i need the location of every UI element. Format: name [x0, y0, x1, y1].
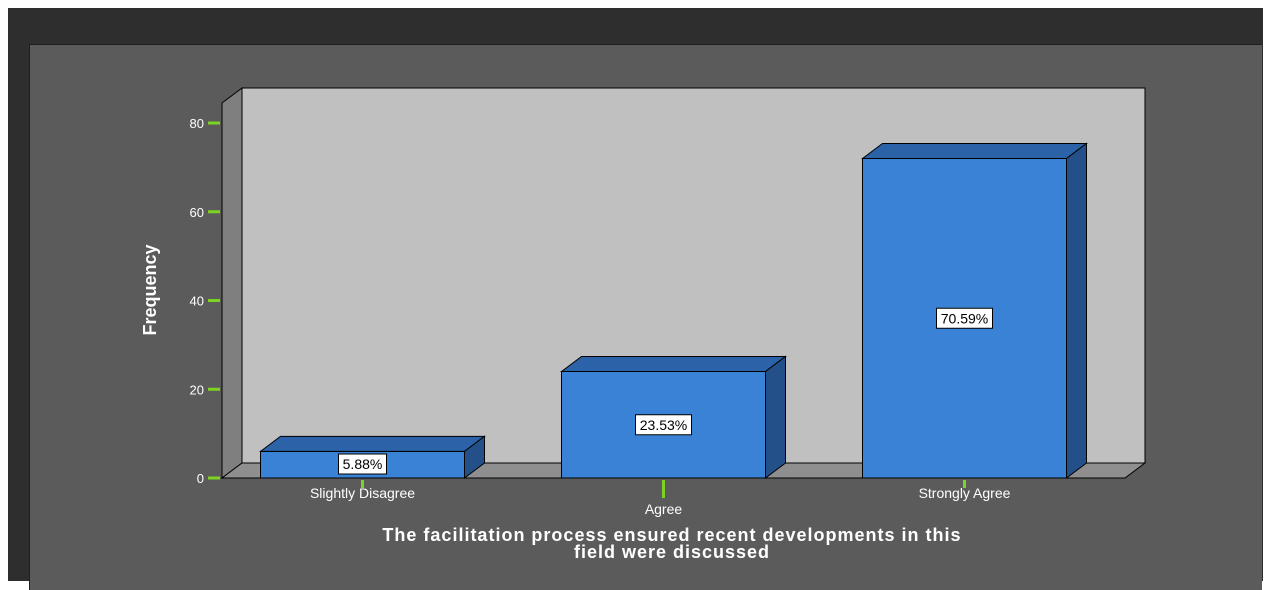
y-tick-label: 20	[190, 382, 204, 397]
data-label: 70.59%	[941, 310, 988, 326]
plot-left-wall	[221, 87, 243, 479]
y-tick-label: 60	[190, 205, 204, 220]
bar-side-face	[464, 435, 485, 479]
data-label: 23.53%	[640, 417, 687, 433]
data-label: 5.88%	[343, 456, 383, 472]
y-tick-label: 40	[190, 294, 204, 309]
data-label-box	[635, 414, 692, 436]
chart-title-line: The facilitation process ensured recent …	[382, 525, 961, 545]
y-axis-label: Frequency	[140, 244, 160, 335]
bar-top-face	[259, 435, 486, 452]
bar-top-face	[861, 143, 1088, 159]
x-category-label: Slightly Disagree	[310, 485, 415, 501]
data-label-box	[936, 307, 993, 329]
bar-side-face	[765, 355, 786, 479]
chart-title-line: field were discussed	[574, 542, 770, 562]
bar-side-face	[1066, 142, 1087, 479]
x-category-label: Strongly Agree	[919, 485, 1011, 501]
data-label-box	[338, 453, 387, 475]
x-category-label: Agree	[645, 501, 683, 517]
y-tick-label: 0	[197, 471, 204, 486]
bar-top-face	[560, 356, 787, 372]
y-tick-label: 80	[190, 116, 204, 131]
